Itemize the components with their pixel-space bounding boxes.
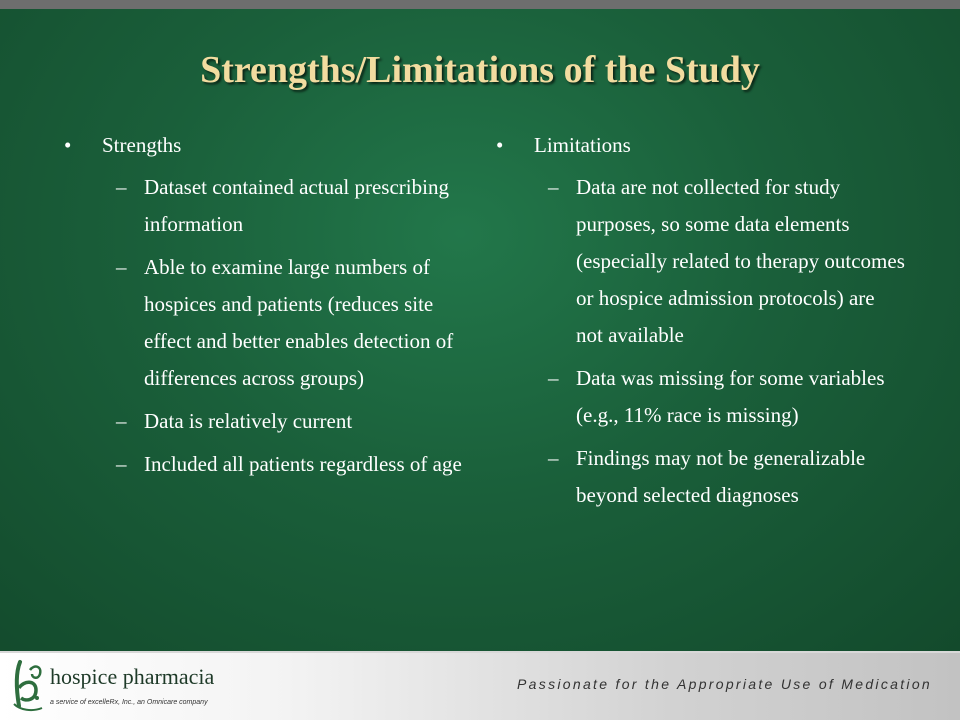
list-item: – Data are not collected for study purpos… [496,169,906,354]
limitations-heading-text: Limitations [534,133,631,157]
strengths-column: • Strengths – Dataset contained actual pr… [64,127,464,489]
hospice-pharmacia-logo: hospice pharmacia a service of excelleRx… [10,656,214,716]
dash-icon: – [116,409,127,433]
dash-icon: – [116,175,127,199]
strengths-list: – Dataset contained actual prescribing in… [64,169,464,483]
list-item-text: Able to examine large numbers of hospice… [144,255,454,390]
bullet-icon: • [496,133,504,157]
limitations-list: – Data are not collected for study purpos… [496,169,906,514]
footer-bar [0,653,960,720]
dash-icon: – [548,446,559,470]
footer-separator [0,651,960,653]
dash-icon: – [116,255,127,279]
list-item-text: Dataset contained actual prescribing inf… [144,175,449,236]
service-line: a service of excelleRx, Inc., an Omnicar… [50,699,208,706]
brand-name: hospice pharmacia [50,664,215,689]
list-item-text: Data are not collected for study purpose… [576,175,905,347]
bullet-icon: • [64,133,72,157]
limitations-heading: • Limitations [496,127,906,163]
top-bar [0,0,960,9]
list-item: – Included all patients regardless of age [64,446,464,483]
dash-icon: – [548,366,559,390]
list-item: – Data was missing for some variables (e.… [496,360,906,434]
list-item-text: Data was missing for some variables (e.g… [576,366,885,427]
strengths-heading: • Strengths [64,127,464,163]
limitations-column: • Limitations – Data are not collected fo… [496,127,906,520]
list-item-text: Included all patients regardless of age [144,452,462,476]
dash-icon: – [116,452,127,476]
slide-title: Strengths/Limitations of the Study [200,49,760,91]
list-item: – Findings may not be generalizable beyon… [496,440,906,514]
list-item-text: Findings may not be generalizable beyond… [576,446,866,507]
footer-tagline: Passionate for the Appropriate Use of Me… [517,676,932,692]
slide-background [0,9,960,651]
list-item-text: Data is relatively current [144,409,353,433]
list-item: – Dataset contained actual prescribing in… [64,169,464,243]
hp-monogram-icon [13,660,43,712]
strengths-heading-text: Strengths [102,133,182,157]
dash-icon: – [548,175,559,199]
list-item: – Able to examine large numbers of hospic… [64,249,464,397]
list-item: – Data is relatively current [64,403,464,440]
